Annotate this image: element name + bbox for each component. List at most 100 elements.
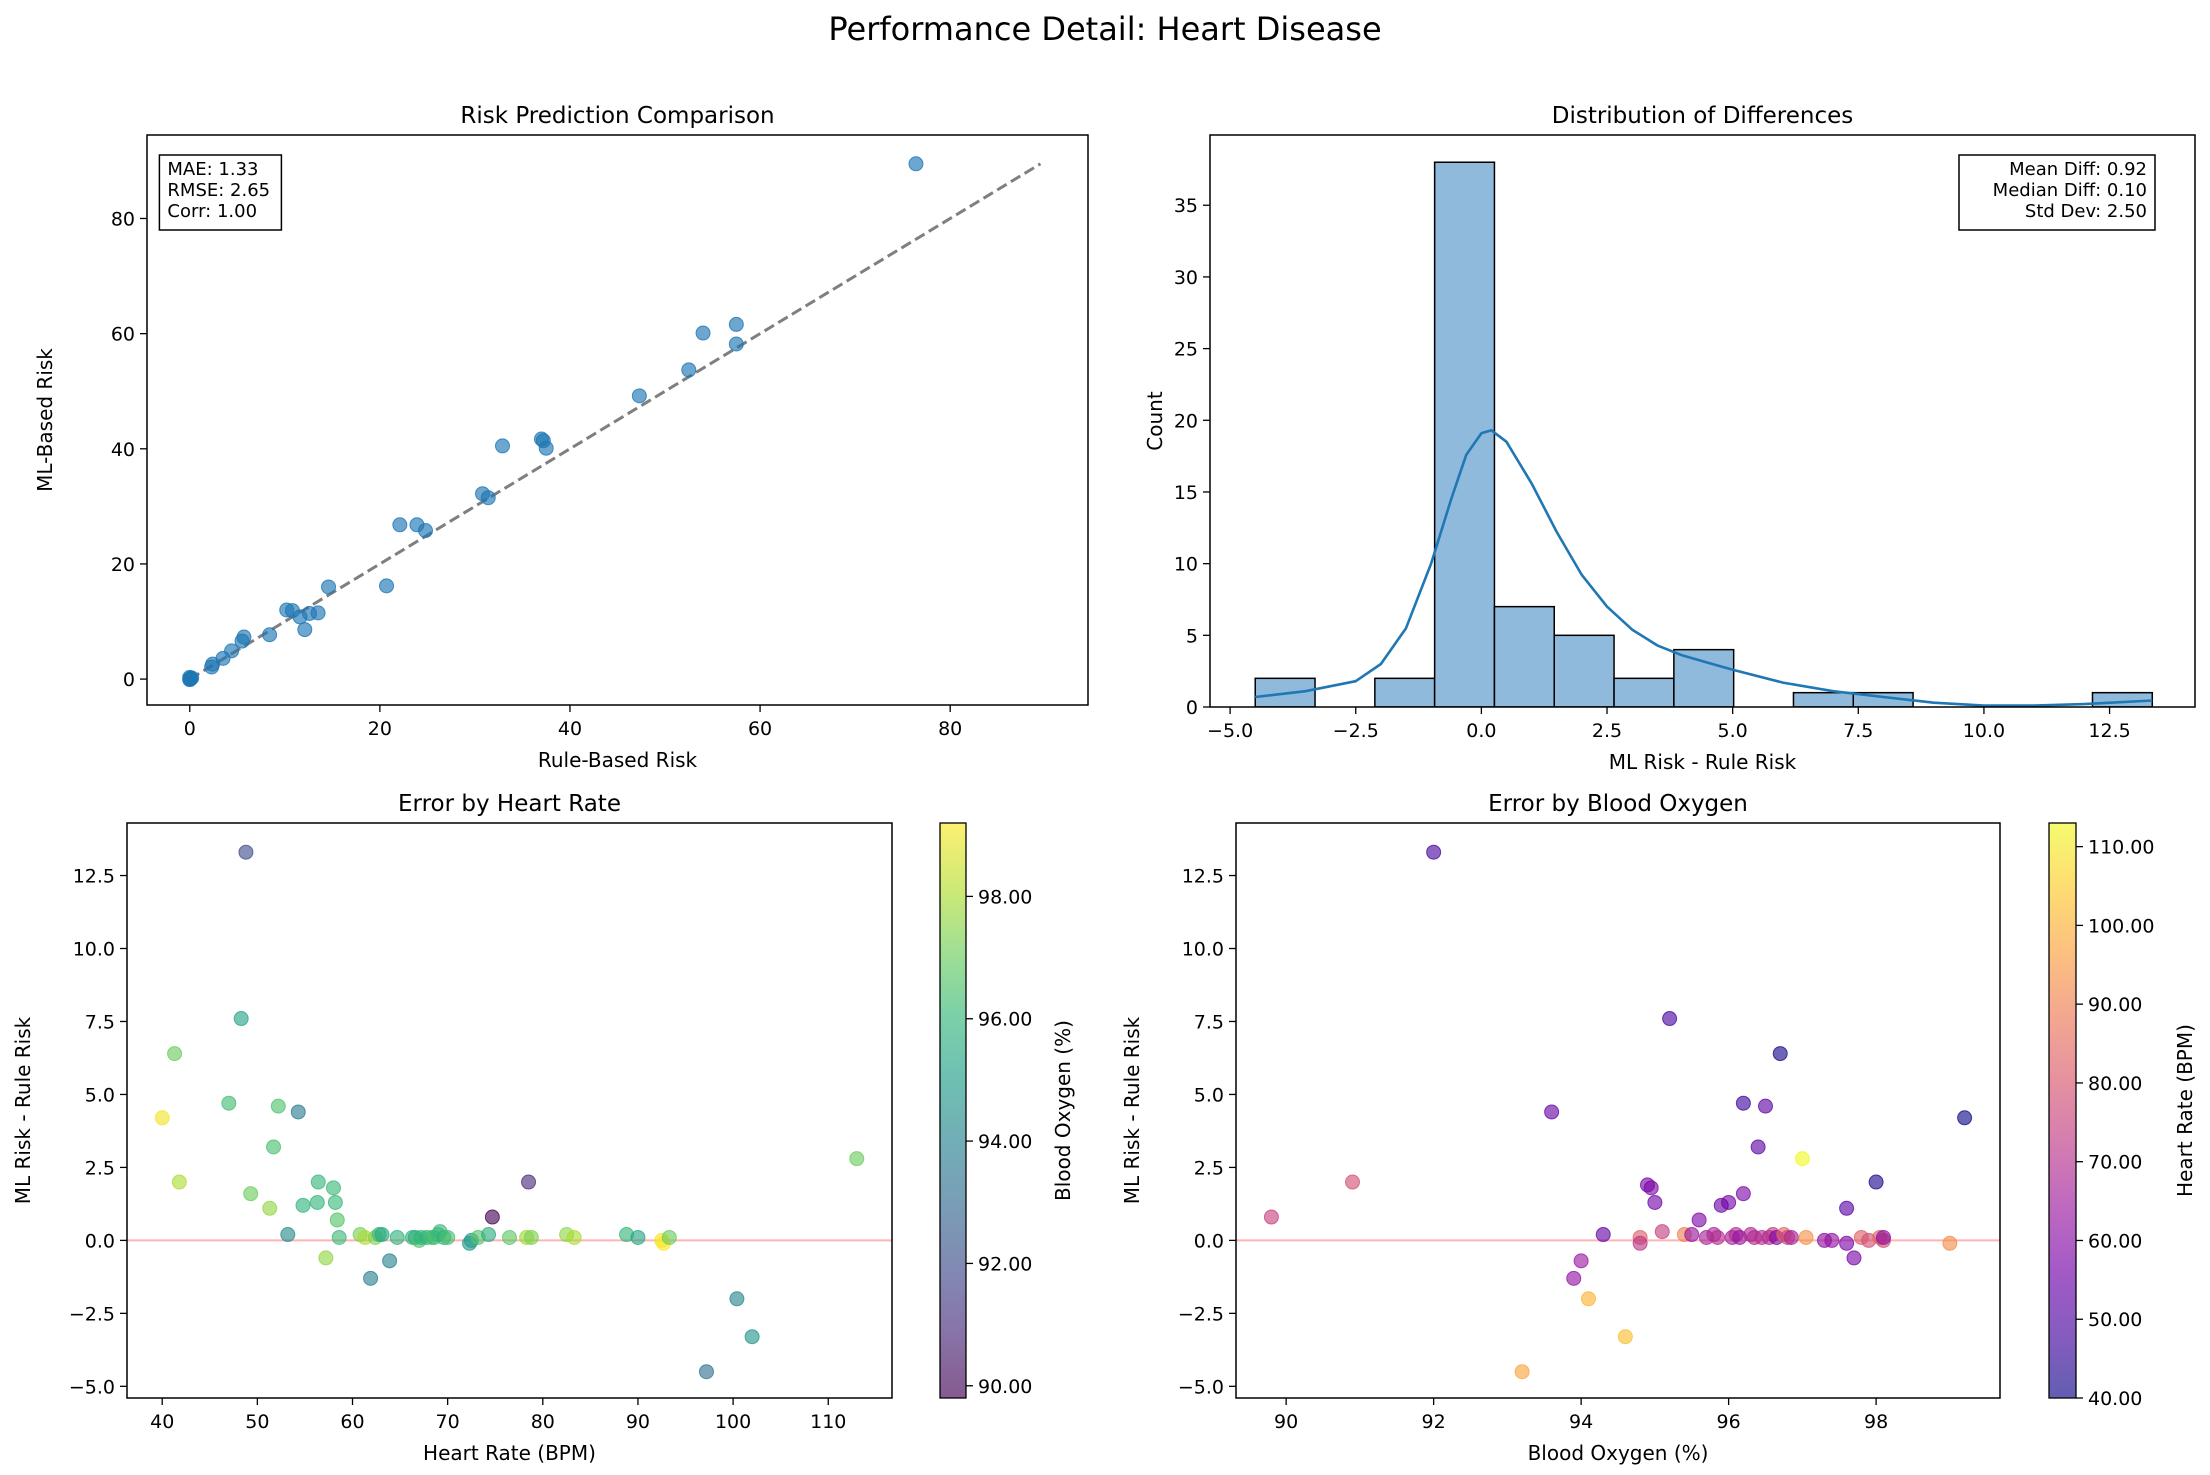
scatter-point xyxy=(1824,1232,1840,1248)
scatter-point xyxy=(728,316,744,332)
scatter-point xyxy=(270,1098,286,1114)
x-tick-label: 0.0 xyxy=(1466,720,1496,742)
scatter-point xyxy=(1735,1095,1751,1111)
x-tick-label: 92 xyxy=(1422,1411,1446,1433)
y-tick-label: 7.5 xyxy=(1194,1011,1224,1033)
scatter-point xyxy=(374,1227,390,1243)
x-tick-label: 96 xyxy=(1717,1411,1741,1433)
colorbar-label: Heart Rate (BPM) xyxy=(2173,1024,2197,1197)
y-tick-label: 15 xyxy=(1174,482,1198,504)
y-tick-label: 7.5 xyxy=(85,1011,115,1033)
scatter-point xyxy=(1647,1194,1663,1210)
x-axis-label: Rule-Based Risk xyxy=(538,748,698,772)
x-tick-label: −2.5 xyxy=(1333,720,1379,742)
x-tick-label: 20 xyxy=(368,718,392,740)
scatter-point xyxy=(325,1180,341,1196)
colorbar-tick-label: 70.00 xyxy=(2088,1152,2142,1174)
y-tick-label: 0.0 xyxy=(1194,1230,1224,1252)
scatter-point xyxy=(331,1229,347,1245)
x-tick-label: 10.0 xyxy=(1963,720,2005,742)
histogram-bar xyxy=(1792,691,1855,707)
scatter-point xyxy=(1839,1235,1855,1251)
y-tick-label: −2.5 xyxy=(69,1303,115,1325)
scatter-point xyxy=(1662,1011,1678,1027)
scatter-point xyxy=(728,336,744,352)
scatter-point xyxy=(1566,1270,1582,1286)
scatter-point xyxy=(310,1174,326,1190)
y-tick-label: 60 xyxy=(111,324,135,346)
x-tick-label: 98 xyxy=(1864,1411,1888,1433)
scatter-point xyxy=(1757,1098,1773,1114)
y-tick-label: −2.5 xyxy=(1178,1303,1224,1325)
scatter-point xyxy=(327,1194,343,1210)
stats-box-line: Std Dev: 2.50 xyxy=(2025,201,2147,222)
scatter-point xyxy=(484,1209,500,1225)
y-tick-label: 5.0 xyxy=(85,1084,115,1106)
y-tick-label: 35 xyxy=(1174,195,1198,217)
histogram-bar xyxy=(1374,677,1436,707)
x-tick-label: 2.5 xyxy=(1592,720,1622,742)
scatter-point xyxy=(1643,1180,1659,1196)
colorbar-tick-label: 80.00 xyxy=(2088,1073,2142,1095)
scatter-point xyxy=(1263,1209,1279,1225)
panel-risk-prediction-comparison: Risk Prediction Comparison 0 20 40 60 80 0 20 40… xyxy=(33,103,1089,772)
y-tick-label: 25 xyxy=(1174,339,1198,361)
scatter-point xyxy=(1684,1227,1700,1243)
y-tick-label: 40 xyxy=(111,439,135,461)
scatter-point xyxy=(171,1174,187,1190)
x-tick-label: 0 xyxy=(184,718,196,740)
scatter-point xyxy=(389,1229,405,1245)
y-tick-label: 10 xyxy=(1174,554,1198,576)
panel-title: Error by Heart Rate xyxy=(398,791,621,817)
x-tick-label: 90 xyxy=(1274,1411,1298,1433)
scatter-point xyxy=(631,388,647,404)
kde-curve xyxy=(1255,428,2153,707)
colorbar-tick-label: 40.00 xyxy=(2088,1388,2142,1410)
scatter-point xyxy=(1721,1194,1737,1210)
y-tick-label: −5.0 xyxy=(1178,1376,1224,1398)
x-tick-label: 100 xyxy=(715,1411,751,1433)
scatter-point xyxy=(494,438,510,454)
scatter-point xyxy=(849,1151,865,1167)
stats-box-line: RMSE: 2.65 xyxy=(167,180,270,201)
x-tick-label: 60 xyxy=(340,1411,364,1433)
scatter-point xyxy=(318,1250,334,1266)
colorbar-tick-label: 96.00 xyxy=(978,1009,1032,1031)
plot-frame xyxy=(1235,822,2001,1399)
scatter-point xyxy=(1595,1227,1611,1243)
histogram-bar xyxy=(1673,648,1735,707)
scatter-point xyxy=(1581,1291,1597,1307)
x-tick-label: 7.5 xyxy=(1843,720,1873,742)
y-axis-label: ML-Based Risk xyxy=(33,348,57,492)
histogram-bar xyxy=(1433,161,1496,707)
panel-distribution-of-differences: Distribution of Differences −5.0 −2.5 0.0 2.… xyxy=(1143,103,2196,774)
scatter-point xyxy=(661,1229,677,1245)
scatter-point xyxy=(290,1104,306,1120)
x-tick-label: 5.0 xyxy=(1718,720,1748,742)
colorbar-tick-label: 98.00 xyxy=(978,886,1032,908)
y-tick-label: 30 xyxy=(1174,267,1198,289)
scatter-point xyxy=(1772,1046,1788,1062)
panel-error-by-blood-oxygen: Error by Blood Oxygen 90 92 94 96 98 −5.0 −2.5 0… xyxy=(1120,791,2197,1465)
scatter-point xyxy=(1691,1212,1707,1228)
scatter-point xyxy=(744,1329,760,1345)
scatter-point xyxy=(236,629,252,645)
panel-error-by-heart-rate: Error by Heart Rate 40 50 60 70 80 90 100 110 −5.… xyxy=(11,791,1075,1465)
y-tick-label: 20 xyxy=(111,554,135,576)
plot-frame xyxy=(126,822,893,1399)
scatter-point xyxy=(1750,1139,1766,1155)
plot-area xyxy=(1254,161,2154,707)
stats-box xyxy=(158,154,283,231)
scatter-point xyxy=(262,1200,278,1216)
y-tick-label: 80 xyxy=(111,208,135,230)
scatter-point xyxy=(321,579,337,595)
histogram-bar xyxy=(1553,634,1615,707)
panel-title: Distribution of Differences xyxy=(1552,103,1854,129)
colorbar-label: Blood Oxygen (%) xyxy=(1051,1020,1075,1201)
y-tick-label: 2.5 xyxy=(1194,1157,1224,1179)
colorbar xyxy=(939,822,967,1399)
y-tick-label: 2.5 xyxy=(85,1157,115,1179)
plot-area xyxy=(182,156,1042,688)
scatter-point xyxy=(1957,1110,1973,1126)
